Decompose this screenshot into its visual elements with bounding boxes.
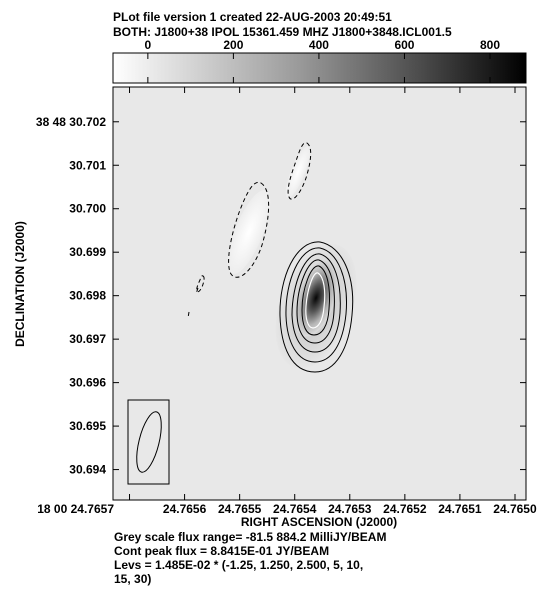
neg-contour-3 <box>196 275 205 293</box>
x-axis-label: RIGHT ASCENSION (J2000) <box>241 515 397 529</box>
positive-contours <box>279 241 354 373</box>
y-tick-label: 30.694 <box>69 463 106 477</box>
y-tick-label: 30.700 <box>69 202 106 216</box>
colorbar-tick-label: 600 <box>394 38 414 52</box>
footer-line-4: 15, 30) <box>114 572 151 586</box>
x-tick-label: 24.7656 <box>163 502 207 516</box>
plot-area: 18 00 24.7657 24.7656 24.7655 24.7654 24.765… <box>36 86 537 516</box>
x-tick-label: 24.7652 <box>383 502 427 516</box>
y-tick-label: 38 48 30.702 <box>36 115 106 129</box>
colorbar-gradient <box>112 52 527 84</box>
y-axis-tick-labels: 38 48 30.702 30.701 30.700 30.699 30.698 30.6… <box>36 115 106 477</box>
contour-level-7 <box>305 272 326 329</box>
colorbar-tick-label: 800 <box>480 38 500 52</box>
x-tick-label: 24.7654 <box>273 502 317 516</box>
footer-line-2: Cont peak flux = 8.8415E-01 JY/BEAM <box>114 544 329 558</box>
x-tick-label: 24.7650 <box>493 502 537 516</box>
negative-blob-1 <box>227 189 271 275</box>
y-tick-label: 30.699 <box>69 245 106 259</box>
header-line-1: PLot file version 1 created 22-AUG-2003 … <box>113 10 392 24</box>
y-axis-label: DECLINATION (J2000) <box>13 221 27 347</box>
contour-level-1 <box>279 241 354 373</box>
y-tick-label: 30.698 <box>69 289 106 303</box>
neg-contour-5 <box>187 311 190 319</box>
y-axis-ticks <box>113 121 526 471</box>
x-tick-label: 24.7651 <box>438 502 482 516</box>
colorbar-ticks <box>147 53 491 83</box>
contour-level-2 <box>285 247 347 363</box>
neg-contour-4 <box>195 287 199 295</box>
footer-line-1: Grey scale flux range= -81.5 884.2 Milli… <box>114 530 386 544</box>
x-axis-tick-labels: 18 00 24.7657 24.7656 24.7655 24.7654 24.765… <box>37 502 537 516</box>
colorbar-tick-labels: 0 200 400 600 800 <box>145 38 501 52</box>
x-tick-label: 18 00 24.7657 <box>37 502 114 516</box>
contour-level-3 <box>291 253 341 353</box>
x-axis-ticks <box>129 87 516 500</box>
x-tick-label: 24.7653 <box>328 502 372 516</box>
beam-ellipse <box>136 411 162 473</box>
beam-box <box>127 399 170 485</box>
beam-indicator <box>127 399 170 485</box>
neg-contour-1 <box>228 181 270 278</box>
colorbar-tick-label: 0 <box>145 38 152 52</box>
contour-level-4 <box>296 259 335 344</box>
footer-line-3: Levs = 1.485E-02 * (-1.25, 1.250, 2.500,… <box>114 558 363 572</box>
colorbar-tick-label: 400 <box>309 38 329 52</box>
y-tick-label: 30.701 <box>69 158 106 172</box>
negative-blob-2 <box>285 145 311 199</box>
colorbar: 0 200 400 600 800 <box>112 38 527 84</box>
header-line-2: BOTH: J1800+38 IPOL 15361.459 MHZ J1800+… <box>113 25 452 39</box>
y-tick-label: 30.695 <box>69 419 106 433</box>
colorbar-tick-label: 200 <box>223 38 243 52</box>
contour-level-5 <box>301 265 330 336</box>
x-tick-label: 24.7655 <box>218 502 262 516</box>
plot-frame <box>112 86 527 501</box>
negative-contours <box>187 142 312 319</box>
neg-contour-2 <box>287 142 312 200</box>
y-tick-label: 30.697 <box>69 332 106 346</box>
y-tick-label: 30.696 <box>69 376 106 390</box>
